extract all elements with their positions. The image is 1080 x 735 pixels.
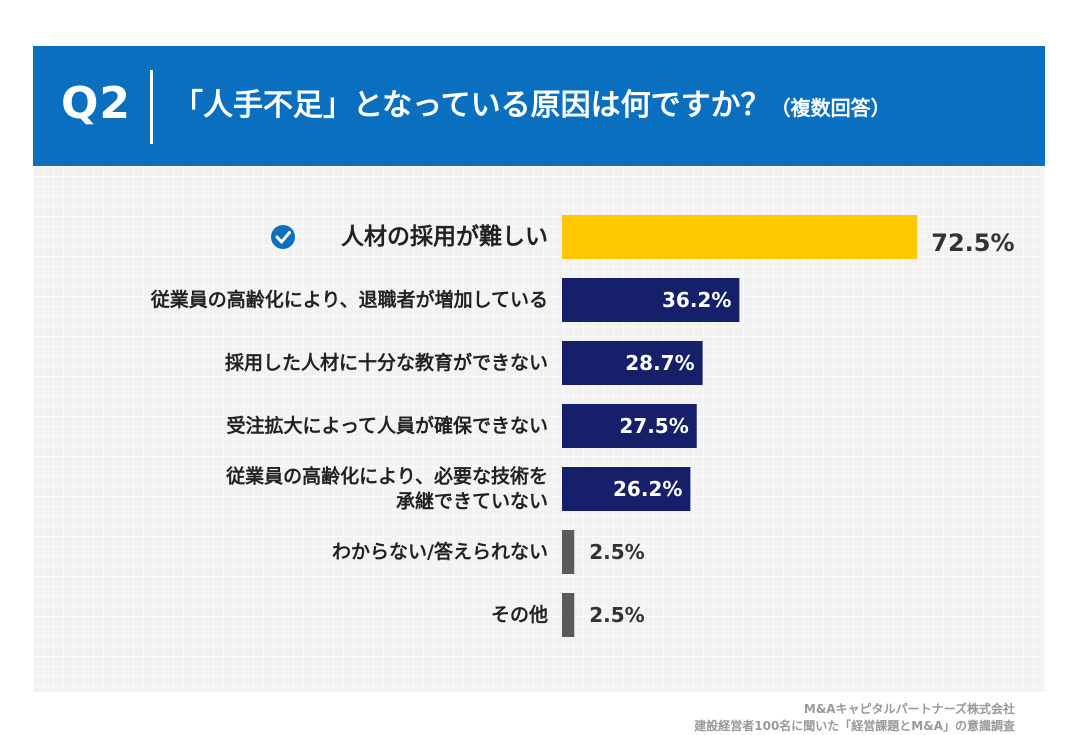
question-text: 「人手不足」となっている原因は何ですか？ (173, 88, 771, 123)
bar-chart: 人材の採用が難しい 72.5% 従業員の高齢化により、退職者が増加している 36.2%… (150, 215, 1015, 637)
value-label-6: 2.5% (589, 540, 644, 564)
question-number: Q2 (61, 78, 132, 129)
header-divider (150, 70, 153, 144)
chart-card: Q2 「人手不足」となっている原因は何ですか？（複数回答） M&Aキャピタルパー… (33, 46, 1045, 733)
category-label-1: 人材の採用が難しい (341, 223, 548, 250)
bar-3 (562, 341, 703, 385)
bar-5 (562, 467, 691, 511)
value-label-3: 28.7% (625, 351, 694, 375)
bar-4 (562, 404, 697, 448)
category-label-4: 受注拡大によって人員が確保できない (227, 414, 548, 437)
source-company: M&Aキャピタルパートナーズ株式会社 (803, 702, 1015, 716)
value-label-4: 27.5% (619, 414, 688, 438)
bar-1 (562, 215, 918, 259)
bar-7 (562, 593, 575, 637)
check-mark (275, 231, 291, 244)
category-label-2: 従業員の高齢化により、退職者が増加している (150, 288, 548, 311)
check-circle-icon (271, 225, 295, 249)
category-label-7: その他 (491, 603, 548, 626)
value-label-7: 2.5% (589, 603, 644, 627)
bar-6 (562, 530, 575, 574)
source-survey: 建設経営者100名に聞いた「経営課題とM&A」の意識調査 (694, 719, 1015, 733)
category-label-6: わからない/答えられない (332, 540, 548, 563)
question-header: Q2 「人手不足」となっている原因は何ですか？（複数回答） (33, 46, 1045, 166)
question-title: 「人手不足」となっている原因は何ですか？（複数回答） (173, 86, 891, 128)
bar-2 (562, 278, 740, 322)
value-label-1: 72.5% (931, 229, 1014, 257)
category-label-5: 従業員の高齢化により、必要な技術を (225, 465, 548, 488)
question-note: （複数回答） (770, 96, 891, 120)
category-label-5: 承継できていない (396, 490, 548, 513)
value-label-2: 36.2% (662, 288, 731, 312)
category-label-3: 採用した人材に十分な教育ができない (225, 351, 548, 374)
value-label-5: 26.2% (613, 477, 682, 501)
